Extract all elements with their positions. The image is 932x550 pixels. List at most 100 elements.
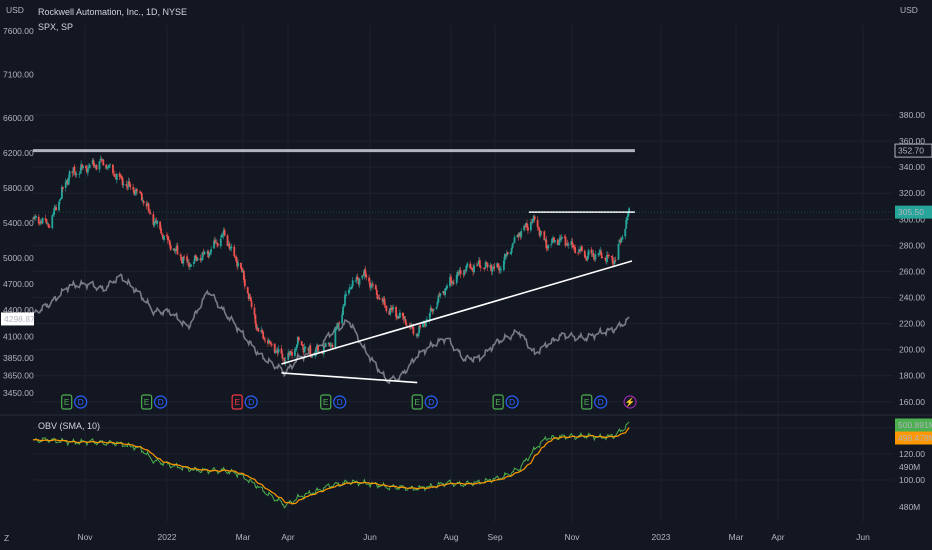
- obv-indicator-title[interactable]: OBV (SMA, 10): [38, 421, 100, 431]
- candle-body: [381, 298, 384, 302]
- candle-body: [334, 329, 337, 348]
- current-price-label-text: 305.50: [898, 207, 924, 217]
- candle-body: [160, 228, 162, 234]
- candle-body: [350, 286, 353, 289]
- candle-body: [610, 256, 613, 257]
- earnings-badge-icon[interactable]: [141, 394, 153, 410]
- time-axis[interactable]: Nov 2022 Mar Apr Jun Aug Sep Nov 2023 Mar Apr Jun: [77, 532, 870, 542]
- events-row[interactable]: E D E D E D E D E D E D E D ⚡: [61, 394, 637, 410]
- candle-body: [253, 307, 256, 316]
- candle-body: [558, 237, 561, 243]
- candle-body: [335, 326, 338, 331]
- candle-body: [445, 287, 448, 290]
- earnings-badge-icon[interactable]: [231, 394, 243, 410]
- candle-body: [93, 166, 96, 167]
- candle-body: [300, 341, 303, 345]
- candle-body: [385, 305, 388, 312]
- candle-body: [594, 254, 597, 260]
- candle-body: [60, 187, 63, 199]
- candle-body: [497, 263, 500, 268]
- dividend-badge-icon[interactable]: [154, 395, 168, 409]
- candle-body: [237, 263, 240, 266]
- dividend-badge-icon[interactable]: [594, 395, 608, 409]
- time-tick-6: Sep: [487, 532, 502, 542]
- candle-body: [579, 249, 581, 252]
- earnings-badge-icon[interactable]: [581, 394, 593, 410]
- candle-body: [125, 184, 128, 186]
- candle-body: [628, 208, 630, 213]
- candle-body: [517, 234, 520, 237]
- rok-tick-4: 300.00: [899, 214, 925, 224]
- candle-body: [489, 264, 492, 268]
- candle-body: [94, 165, 97, 168]
- current-price-label: 305.50: [895, 205, 932, 219]
- candle-body: [617, 243, 620, 260]
- candle-body: [37, 216, 40, 224]
- grid: [0, 25, 932, 522]
- candle-body: [288, 352, 291, 355]
- earnings-badge-icon[interactable]: [411, 394, 423, 410]
- candle-body: [429, 308, 432, 313]
- candle-body: [503, 260, 505, 270]
- candle-body: [415, 334, 418, 336]
- candle-body: [108, 165, 110, 168]
- time-tick-9: Mar: [729, 532, 744, 542]
- candle-body: [109, 163, 111, 165]
- spx-tick-4: 5800.00: [3, 183, 34, 193]
- candle-body: [536, 219, 539, 228]
- candle-body: [311, 356, 314, 357]
- candle-body: [547, 244, 550, 249]
- dividend-badge-icon[interactable]: [505, 395, 519, 409]
- candle-body: [432, 308, 435, 311]
- candle-body: [372, 284, 374, 286]
- candle-body: [163, 235, 165, 240]
- candle-body: [72, 167, 75, 173]
- earnings-badge-icon[interactable]: [320, 394, 332, 410]
- candle-body: [99, 158, 102, 161]
- obv-line: [32, 421, 630, 509]
- main-series-title[interactable]: Rockwell Automation, Inc., 1D, NYSE: [38, 7, 187, 17]
- candle-body: [327, 342, 330, 345]
- spx-tick-1: 7100.00: [3, 70, 34, 80]
- candle-body: [322, 346, 325, 355]
- dividend-badge-icon[interactable]: [333, 395, 347, 409]
- compare-series-title[interactable]: SPX, SP: [38, 22, 73, 32]
- dividend-badge-icon[interactable]: [244, 395, 258, 409]
- spx-price-axis[interactable]: 7600.00 7100.00 6600.00 6200.00 5800.00 5400.…: [3, 26, 34, 398]
- dividend-badge-icon[interactable]: [424, 395, 438, 409]
- candle-body: [422, 322, 424, 328]
- trendlines[interactable]: [33, 149, 893, 384]
- candle-body: [455, 274, 458, 284]
- candle-body: [207, 251, 210, 258]
- candle-body: [560, 236, 563, 240]
- candle-body: [527, 227, 529, 231]
- zoom-icon[interactable]: Z: [4, 533, 9, 543]
- candle-body: [51, 215, 54, 228]
- split-badge-icon[interactable]: [623, 395, 637, 409]
- candle-body: [180, 256, 183, 261]
- candle-body: [169, 245, 172, 250]
- earnings-badge-icon[interactable]: [61, 394, 73, 410]
- candle-body: [404, 319, 407, 325]
- spx-tick-0: 7600.00: [3, 26, 34, 36]
- candle-body: [525, 222, 527, 227]
- candle-body: [492, 267, 495, 270]
- candle-body: [66, 180, 69, 185]
- candle-body: [134, 193, 136, 195]
- candle-body: [484, 262, 487, 269]
- candle-body: [347, 289, 350, 294]
- dividend-badge-icon[interactable]: [74, 395, 88, 409]
- time-tick-10: Apr: [771, 532, 784, 542]
- candle-body: [418, 325, 421, 334]
- candle-body: [229, 248, 232, 250]
- candle-body: [580, 247, 582, 251]
- candle-body: [553, 237, 555, 242]
- earnings-badge-icon[interactable]: [492, 394, 504, 410]
- candle-body: [349, 288, 352, 289]
- candle-body: [390, 307, 393, 310]
- badge-letter: E: [323, 397, 329, 407]
- rok-tick-3: 320.00: [899, 188, 925, 198]
- rok-tick-11: 160.00: [899, 397, 925, 407]
- rok-tick-9: 200.00: [899, 345, 925, 355]
